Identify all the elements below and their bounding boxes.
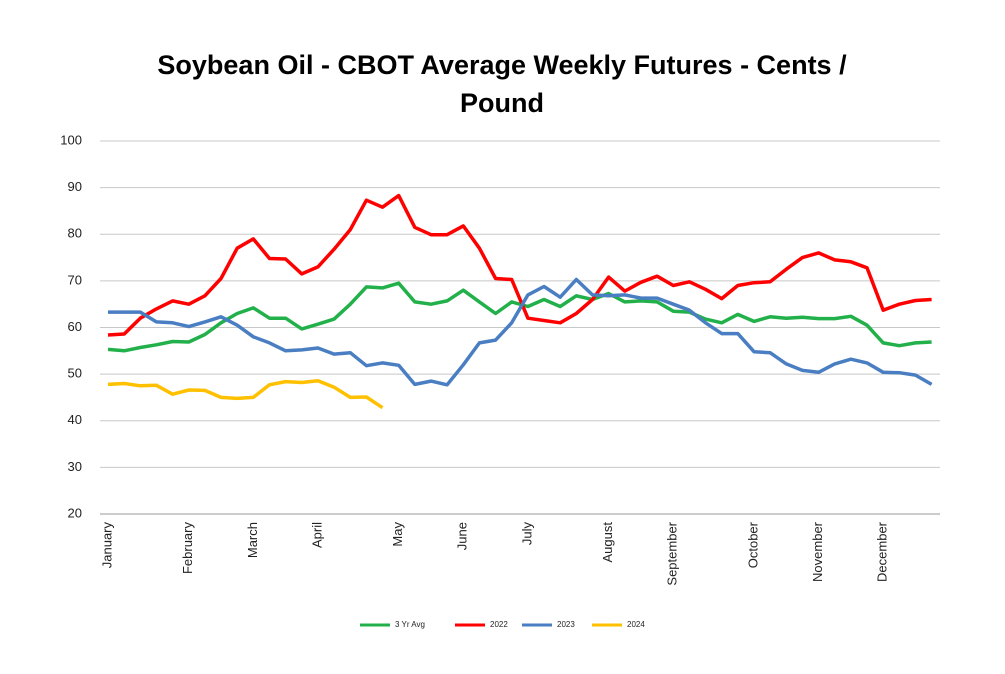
y-tick-label: 100: [60, 132, 82, 147]
series-line: [108, 277, 933, 387]
x-tick-label: April: [309, 522, 324, 548]
legend-label: 3 Yr Avg: [395, 620, 425, 629]
series-line: [107, 281, 932, 353]
x-tick-label: November: [810, 521, 825, 582]
x-tick-label: January: [99, 522, 114, 569]
y-tick-label: 70: [68, 272, 82, 287]
x-tick-label: February: [180, 522, 195, 575]
x-tick-label: June: [455, 522, 470, 550]
legend-label: 2024: [627, 620, 645, 629]
y-tick-label: 40: [68, 412, 82, 427]
legend-label: 2022: [490, 620, 508, 629]
x-tick-label: July: [519, 522, 534, 546]
x-tick-label: May: [390, 522, 405, 547]
y-tick-label: 60: [68, 319, 82, 334]
x-tick-label: October: [745, 521, 760, 568]
x-tick-label: December: [875, 521, 890, 582]
x-tick-label: August: [600, 522, 615, 563]
legend-label: 2023: [557, 620, 575, 629]
chart-title: Soybean Oil - CBOT Average Weekly Future…: [157, 50, 847, 118]
y-tick-label: 80: [68, 226, 82, 241]
y-tick-label: 30: [68, 459, 82, 474]
series-line: [107, 193, 932, 337]
x-tick-label: September: [665, 521, 680, 585]
y-tick-label: 90: [68, 179, 82, 194]
x-tick-label: March: [245, 522, 260, 558]
y-tick-label: 50: [68, 366, 82, 381]
series-line: [107, 378, 384, 410]
y-tick-label: 20: [68, 505, 82, 520]
